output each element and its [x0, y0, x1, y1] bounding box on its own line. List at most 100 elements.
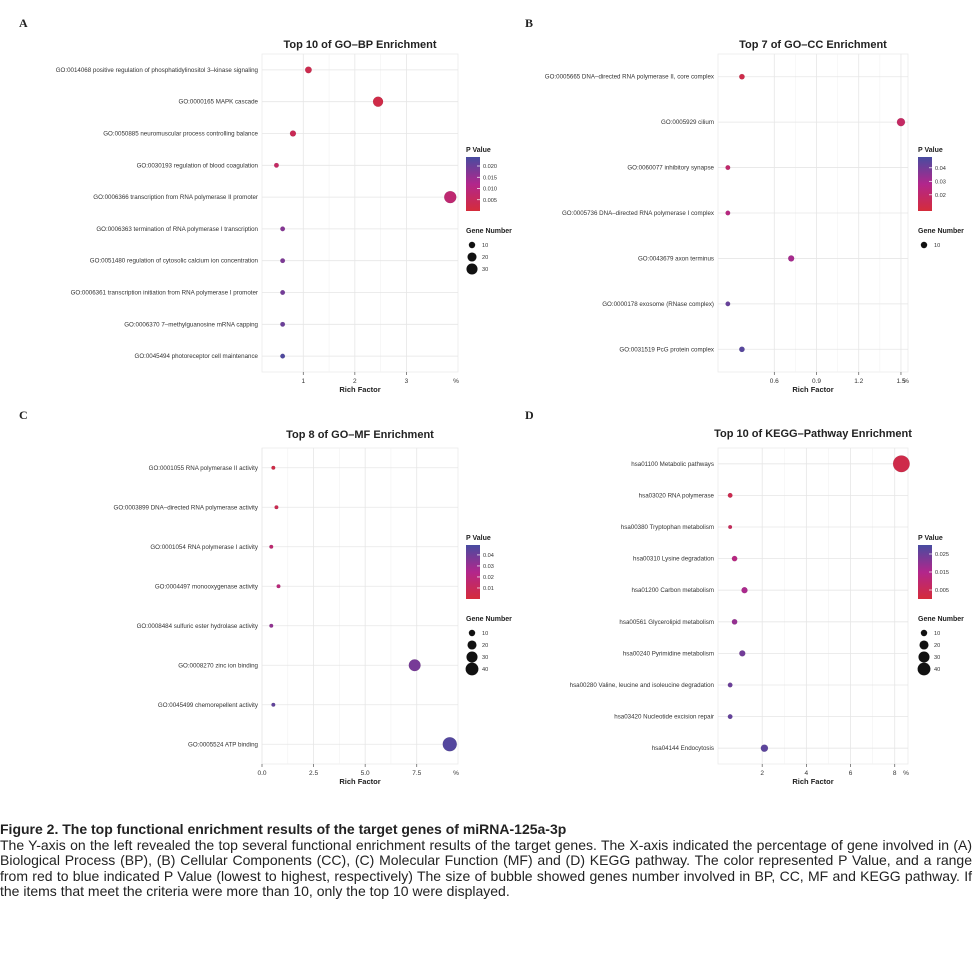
x-tick-label: 5.0 — [361, 770, 370, 777]
x-unit-label: % — [453, 770, 459, 777]
y-tick-label: GO:0030193 regulation of blood coagulati… — [137, 162, 259, 169]
data-point — [273, 162, 279, 168]
y-tick-label: GO:0000165 MAPK cascade — [179, 99, 259, 106]
y-tick-label: hsa04144 Endocytosis — [652, 745, 714, 752]
data-point — [727, 714, 733, 720]
gene-number-legend: Gene Number 10 20 30 — [466, 228, 512, 275]
size-legend-circle — [920, 629, 928, 637]
x-axis-title: Rich Factor — [339, 385, 380, 394]
legend-title: Gene Number — [466, 228, 512, 235]
y-tick-label: hsa01100 Metabolic pathways — [631, 461, 714, 468]
x-unit-label: % — [903, 770, 909, 777]
y-tick-label: GO:0014068 positive regulation of phosph… — [56, 67, 259, 74]
size-legend-circle — [466, 263, 478, 275]
x-tick-label: 3 — [405, 378, 409, 385]
y-tick-label: hsa00561 Glycerolipid metabolism — [619, 619, 714, 626]
y-tick-label: hsa00280 Valine, leucine and isoleucine … — [570, 682, 715, 689]
size-legend-circle — [920, 241, 928, 249]
data-point — [787, 255, 795, 262]
y-tick-label: GO:0005736 DNA–directed RNA polymerase I… — [562, 210, 715, 217]
plot-area — [717, 447, 909, 765]
data-point — [280, 289, 286, 296]
size-legend-label: 20 — [482, 643, 488, 649]
legend-title: Gene Number — [466, 616, 512, 623]
data-point — [739, 73, 745, 80]
data-point — [731, 555, 738, 562]
data-point — [741, 586, 748, 594]
size-legend-circle — [918, 651, 930, 663]
figure-caption: Figure 2. The top functional enrichment … — [0, 821, 972, 900]
x-tick-label: 6 — [849, 770, 853, 777]
data-point — [269, 623, 274, 628]
data-point — [289, 130, 297, 137]
size-legend-label: 10 — [934, 243, 940, 249]
y-tick-label: GO:0008484 sulfuric ester hydrolase acti… — [137, 623, 259, 630]
chart-title: Top 10 of KEGG–Pathway Enrichment — [714, 428, 912, 440]
size-legend-circle — [468, 241, 476, 249]
panel-letter-b: B — [525, 16, 534, 30]
colorbar-tick-label: 0.04 — [935, 166, 946, 172]
data-point — [276, 584, 281, 589]
y-tick-label: GO:0060077 inhibitory synapse — [627, 165, 714, 172]
y-tick-label: GO:0004497 monooxygenase activity — [155, 583, 259, 590]
y-tick-label: GO:0043679 axon terminus — [638, 255, 714, 262]
panel-c: Top 8 of GO–MF Enrichment GO:0001055 RNA … — [114, 429, 513, 786]
y-tick-label: GO:0006366 transcription from RNA polyme… — [93, 194, 258, 201]
x-tick-label: 2.5 — [309, 770, 318, 777]
y-tick-label: hsa03020 RNA polymerase — [639, 492, 715, 499]
data-point — [892, 455, 910, 473]
colorbar-tick-label: 0.015 — [483, 175, 497, 181]
size-legend-label: 10 — [482, 631, 488, 637]
y-tick-label: GO:0005665 DNA–directed RNA polymerase I… — [545, 74, 715, 81]
colorbar-tick-label: 0.005 — [935, 588, 949, 594]
data-point — [280, 353, 286, 359]
chart-title: Top 7 of GO–CC Enrichment — [739, 39, 887, 51]
pvalue-legend: P Value 0.005 0.015 0.025 — [918, 535, 949, 599]
legend-title: Gene Number — [918, 616, 964, 623]
colorbar-tick-label: 0.03 — [935, 179, 946, 185]
size-legend-label: 10 — [482, 243, 488, 249]
data-point — [408, 659, 421, 672]
x-tick-label: 1 — [301, 378, 305, 385]
y-tick-label: hsa03420 Nucleotide excision repair — [614, 714, 714, 721]
y-tick-label: GO:0005929 cilium — [661, 119, 714, 126]
y-tick-label: GO:0006370 7–methylguanosine mRNA cappin… — [124, 321, 258, 328]
colorbar-tick-label: 0.02 — [483, 575, 494, 581]
y-tick-label: GO:0008270 zinc ion binding — [178, 662, 258, 669]
data-point — [442, 737, 457, 752]
size-legend-label: 30 — [482, 655, 488, 661]
caption-title: Figure 2. The top functional enrichment … — [0, 821, 567, 837]
y-tick-label: hsa00380 Tryptophan metabolism — [621, 524, 714, 531]
gene-number-legend: Gene Number 10 20 30 40 — [465, 616, 512, 676]
size-legend-circle — [466, 651, 478, 663]
caption-body: The Y-axis on the left revealed the top … — [0, 836, 972, 899]
data-point — [725, 301, 731, 307]
chart-title: Top 10 of GO–BP Enrichment — [283, 39, 436, 51]
colorbar-tick-label: 0.01 — [483, 586, 494, 592]
size-legend-label: 30 — [482, 267, 488, 273]
data-point — [280, 321, 286, 327]
figure-2: A B C D Top 10 of GO–BP Enrichment GO:001… — [19, 16, 964, 786]
y-tick-label: GO:0051480 regulation of cytosolic calci… — [90, 258, 259, 265]
y-tick-label: GO:0050885 neuromuscular process control… — [103, 131, 258, 138]
size-legend-label: 40 — [934, 667, 940, 673]
x-tick-label: 2 — [353, 378, 357, 385]
y-tick-label: hsa01200 Carbon metabolism — [631, 587, 714, 594]
size-legend-label: 10 — [934, 631, 940, 637]
colorbar-tick-label: 0.020 — [483, 164, 497, 170]
x-tick-label: 8 — [893, 770, 897, 777]
size-legend-circle — [468, 629, 476, 637]
data-point — [271, 465, 276, 470]
colorbar-tick-label: 0.010 — [483, 187, 497, 193]
y-tick-label: GO:0006361 transcription initiation from… — [71, 290, 258, 297]
colorbar-tick-label: 0.025 — [935, 552, 949, 558]
y-tick-label: GO:0000178 exosome (RNase complex) — [602, 301, 714, 308]
x-axis-title: Rich Factor — [792, 385, 833, 394]
data-point — [280, 258, 286, 264]
data-point — [728, 524, 733, 530]
data-point — [739, 346, 745, 353]
chart-title: Top 8 of GO–MF Enrichment — [286, 429, 434, 441]
data-point — [271, 702, 276, 707]
colorbar — [466, 157, 480, 211]
size-legend-circle — [465, 662, 479, 676]
